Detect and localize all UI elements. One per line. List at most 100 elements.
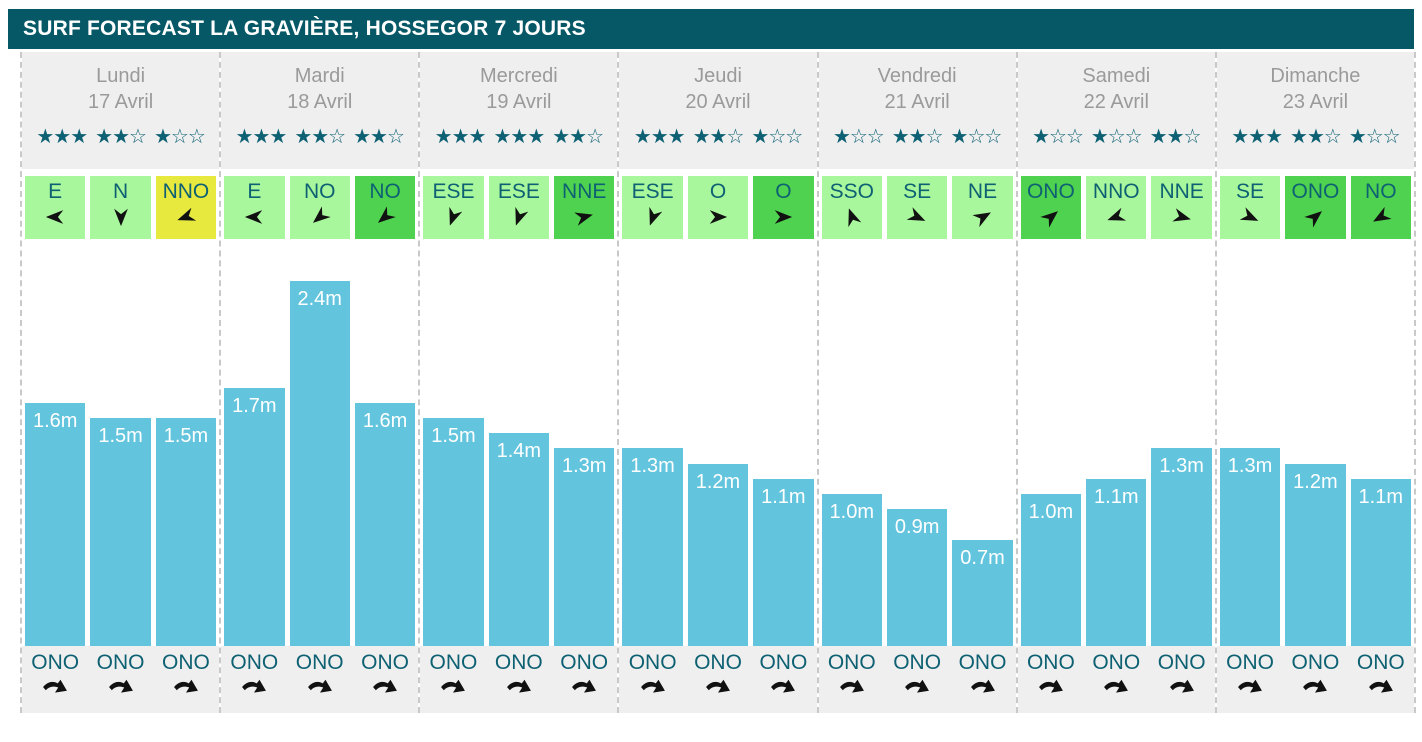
swell-direction-label: ONO: [230, 651, 279, 674]
swell-cell: ONO: [156, 649, 216, 713]
star-rating-evening: ★☆☆: [153, 126, 206, 148]
wind-direction-label: NNO: [1092, 180, 1140, 203]
wind-cell: NNO: [155, 176, 217, 239]
wind-arrow-icon: [1304, 211, 1323, 228]
wave-height-chart: 1.3m 1.2m 1.1m: [1217, 240, 1414, 646]
wind-direction-label: NE: [967, 180, 998, 203]
day-date: 22 Avril: [1083, 91, 1149, 113]
wave-bar: 1.5m: [155, 418, 217, 646]
swell-cell: ONO: [554, 649, 614, 713]
day-header: Lundi 17 Avril ★★★ ★★☆ ★☆☆: [22, 52, 220, 169]
title-bar: SURF FORECAST LA GRAVIÈRE, HOSSEGOR 7 JO…: [8, 9, 1414, 49]
swell-cell: ONO: [753, 649, 813, 713]
wind-direction-label: ONO: [1291, 180, 1340, 203]
wind-arrow-icon: [848, 208, 862, 228]
swell-cell: ONO: [25, 649, 85, 713]
wave-height-label: 1.1m: [1094, 486, 1139, 508]
day-name: Vendredi: [877, 65, 957, 87]
swell-arrow-icon: [506, 679, 531, 693]
wave-height-label: 1.0m: [829, 501, 874, 523]
wave-height-chart: 1.0m 0.9m 0.7m: [819, 240, 1016, 646]
swell-arrow-icon: [108, 679, 133, 693]
swell-direction-label: ONO: [628, 651, 677, 674]
star-rating-midday: ★☆☆: [1090, 126, 1143, 148]
swell-cell: ONO: [688, 649, 748, 713]
star-rating-morning: ★★★: [36, 126, 88, 148]
swell-direction-label: ONO: [1092, 651, 1141, 674]
swell-row: ONO ONO ONO: [1216, 646, 1414, 713]
star-rating-evening: ★☆☆: [751, 126, 803, 148]
swell-row: ONO ONO ONO: [22, 646, 220, 713]
swell-cell: ONO: [90, 649, 150, 713]
swell-direction-label: ONO: [759, 651, 808, 674]
swell-arrow-icon: [839, 679, 864, 693]
day-column: Mercredi 19 Avril ★★★ ★★★ ★★☆ ESE ESE NN…: [418, 52, 618, 713]
day-header: Samedi 22 Avril ★☆☆ ★☆☆ ★★☆: [1017, 52, 1215, 169]
day-column: Samedi 22 Avril ★☆☆ ★☆☆ ★★☆ ONO NNO NNE: [1015, 52, 1215, 713]
swell-arrow-icon: [373, 679, 397, 693]
star-rating-midday: ★★☆: [95, 126, 147, 148]
star-ratings: ★★★ ★★★ ★★☆: [420, 124, 617, 149]
wind-arrow-icon: [46, 210, 64, 224]
day-column: Mardi 18 Avril ★★★ ★★☆ ★★☆ E NO NO: [219, 52, 419, 713]
star-ratings: ★☆☆ ★☆☆ ★★☆: [1018, 124, 1215, 149]
swell-direction-label: ONO: [560, 651, 609, 674]
forecast-grid: Lundi 17 Avril ★★★ ★★☆ ★☆☆ E N NNO: [20, 52, 1416, 713]
wind-direction-label: N: [112, 180, 129, 203]
swell-cell: ONO: [887, 649, 947, 713]
wave-height-chart: 1.5m 1.4m 1.3m: [420, 240, 617, 646]
wave-bar: 1.2m: [1285, 464, 1346, 646]
wave-height-label: 1.7m: [232, 395, 277, 417]
wind-cell: O: [687, 176, 749, 239]
wave-height-label: 0.9m: [894, 516, 940, 538]
star-rating-midday: ★★☆: [692, 126, 745, 148]
swell-row: ONO ONO ONO: [221, 646, 419, 713]
wind-cell: O: [753, 176, 814, 239]
wind-arrow-icon: [574, 212, 594, 226]
swell-arrow-icon: [905, 679, 930, 693]
wave-height-label: 1.3m: [1227, 455, 1273, 477]
wind-arrow-icon: [906, 207, 926, 221]
wind-direction-label: NNO: [162, 180, 210, 203]
wind-arrow-icon: [1040, 211, 1058, 228]
wind-row: ONO NNO NNE: [1017, 169, 1215, 240]
wind-direction-label: O: [709, 180, 727, 203]
swell-arrow-icon: [572, 679, 597, 693]
wind-cell: ONO: [1020, 176, 1082, 239]
wave-height-label: 1.5m: [431, 425, 476, 447]
wave-bar: 1.7m: [224, 388, 285, 646]
swell-direction-label: ONO: [96, 651, 145, 674]
day-date: 23 Avril: [1282, 91, 1349, 113]
wave-height-label: 1.4m: [496, 440, 542, 462]
swell-cell: ONO: [423, 649, 483, 713]
star-rating-evening: ★☆☆: [1348, 126, 1401, 148]
swell-cell: ONO: [1220, 649, 1280, 713]
wind-cell: ESE: [622, 176, 683, 239]
day-header: Vendredi 21 Avril ★☆☆ ★★☆ ★☆☆: [818, 52, 1016, 169]
wave-height-label: 1.3m: [630, 455, 675, 477]
wave-bar: 1.5m: [90, 418, 151, 646]
swell-direction-label: ONO: [162, 651, 210, 674]
wind-cell: SSO: [821, 176, 882, 239]
wave-height-chart: 1.3m 1.2m 1.1m: [619, 240, 816, 646]
swell-arrow-icon: [174, 679, 198, 693]
wave-height-chart: 1.7m 2.4m 1.6m: [221, 240, 418, 646]
swell-direction-label: ONO: [694, 651, 742, 674]
wind-arrow-icon: [1171, 208, 1191, 222]
day-date: 18 Avril: [287, 91, 353, 113]
wave-height-label: 1.0m: [1028, 501, 1074, 523]
wave-height-label: 1.2m: [1293, 471, 1338, 493]
wave-bar: 1.5m: [423, 418, 484, 646]
wave-height-label: 1.3m: [561, 455, 607, 477]
wind-cell: NO: [1350, 176, 1411, 239]
wave-bar: 1.1m: [1350, 479, 1411, 646]
wave-height-chart: 1.0m 1.1m 1.3m: [1018, 240, 1215, 646]
wave-bar: 1.1m: [1086, 479, 1147, 646]
wave-height-label: 1.5m: [163, 425, 209, 447]
swell-direction-label: ONO: [1157, 651, 1206, 674]
wind-direction-label: SE: [1236, 180, 1265, 203]
star-rating-midday: ★★☆: [891, 126, 944, 148]
wind-arrow-icon: [775, 210, 793, 224]
wind-direction-label: SE: [903, 180, 932, 203]
wind-direction-label: NNE: [1159, 180, 1204, 203]
